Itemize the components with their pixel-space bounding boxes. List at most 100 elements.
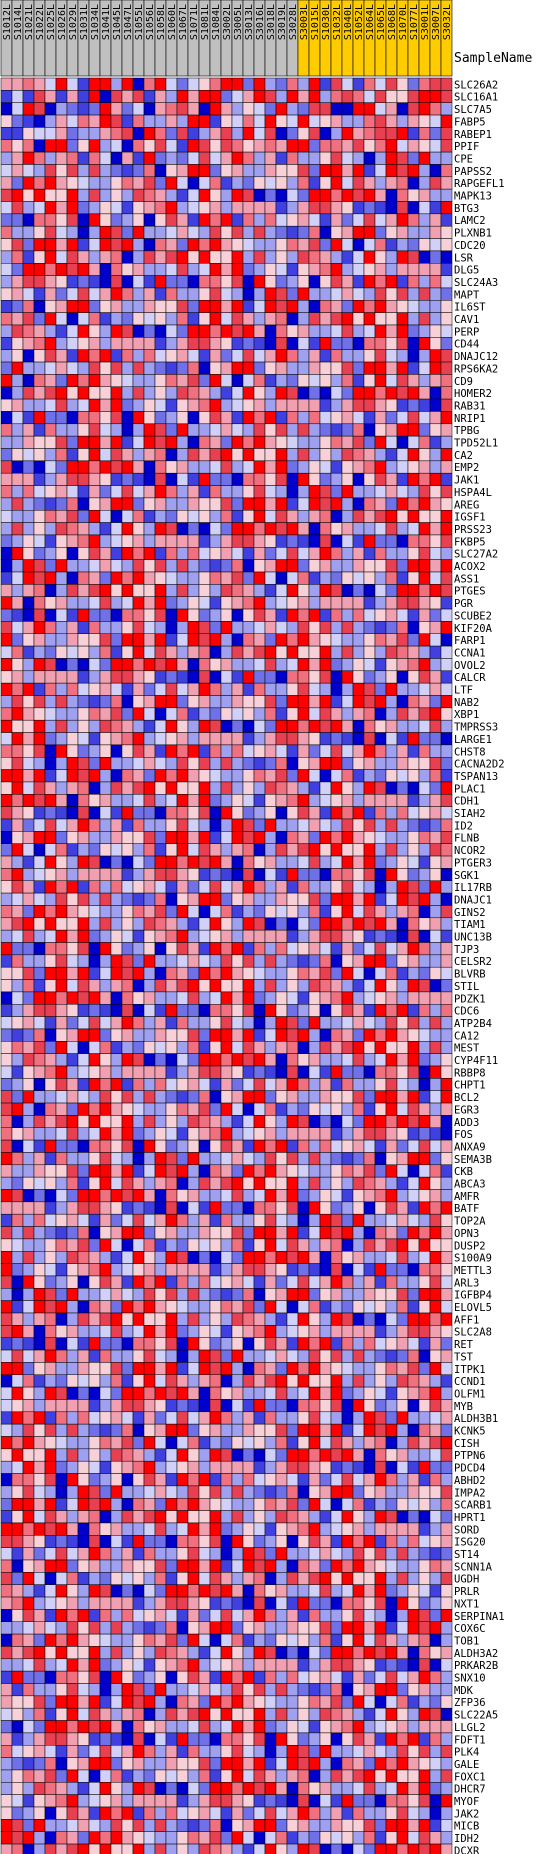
heatmap-cell	[121, 127, 134, 141]
heatmap-cell	[88, 386, 101, 400]
heatmap-cell	[0, 1016, 13, 1030]
heatmap-cell	[242, 337, 255, 350]
heatmap-cell	[33, 1288, 46, 1301]
heatmap-cell	[77, 855, 90, 869]
heatmap-cell	[22, 1312, 35, 1326]
heatmap-cell	[275, 1386, 288, 1400]
heatmap-cell	[440, 1078, 453, 1091]
heatmap-cell	[77, 1423, 90, 1437]
heatmap-cell	[297, 1386, 310, 1400]
heatmap-cell	[44, 658, 57, 672]
heatmap-cell	[198, 831, 211, 844]
heatmap-cell	[220, 979, 233, 993]
heatmap-cell	[55, 892, 68, 906]
heatmap-cell	[209, 1436, 222, 1450]
heatmap-cell	[132, 1127, 145, 1141]
heatmap-cell	[154, 781, 167, 795]
heatmap-cell	[121, 608, 134, 622]
heatmap-cell	[220, 1065, 233, 1079]
heatmap-cell	[110, 843, 123, 857]
heatmap-cell	[286, 1139, 299, 1153]
heatmap-cell	[209, 238, 222, 252]
heatmap-cell	[0, 855, 13, 869]
heatmap-cell	[0, 732, 13, 746]
heatmap-cell	[286, 682, 299, 696]
heatmap-cell	[440, 275, 453, 289]
heatmap-cell	[66, 719, 79, 733]
heatmap-cell	[231, 806, 244, 820]
heatmap-cell	[176, 201, 189, 215]
heatmap-cell	[165, 1337, 178, 1351]
heatmap-cell	[0, 337, 13, 350]
heatmap-cell	[242, 1448, 255, 1462]
heatmap-cell	[385, 1448, 398, 1462]
heatmap-cell	[88, 164, 101, 178]
heatmap-cell	[154, 954, 167, 968]
heatmap-cell	[341, 238, 354, 252]
heatmap-cell	[99, 1213, 112, 1227]
heatmap-cell	[418, 225, 431, 239]
heatmap-cell	[352, 90, 365, 103]
heatmap-cell	[99, 1152, 112, 1166]
heatmap-cell	[308, 942, 321, 956]
heatmap-cell	[66, 1337, 79, 1351]
heatmap-cell	[209, 337, 222, 350]
heatmap-cell	[363, 608, 376, 622]
heatmap-cell	[319, 658, 332, 672]
heatmap-cell	[110, 188, 123, 202]
heatmap-cell	[143, 1164, 156, 1178]
heatmap-cell	[0, 1362, 13, 1376]
heatmap-cell	[429, 1213, 442, 1227]
heatmap-cell	[66, 151, 79, 165]
heatmap-cell	[374, 1547, 387, 1561]
heatmap-cell	[440, 176, 453, 190]
heatmap-cell	[22, 300, 35, 313]
heatmap-cell	[363, 1411, 376, 1425]
heatmap-cell	[275, 448, 288, 462]
heatmap-cell	[88, 1201, 101, 1215]
heatmap-cell	[374, 1004, 387, 1017]
heatmap-cell	[352, 781, 365, 795]
heatmap-cell	[209, 1362, 222, 1376]
heatmap-cell	[99, 1535, 112, 1548]
heatmap-cell	[319, 1053, 332, 1067]
heatmap-cell	[308, 176, 321, 190]
heatmap-cell	[275, 831, 288, 844]
heatmap-cell	[88, 398, 101, 412]
heatmap-cell	[143, 584, 156, 597]
heatmap-cell	[22, 818, 35, 832]
heatmap-cell	[352, 707, 365, 721]
heatmap-cell	[110, 349, 123, 363]
heatmap-cell	[198, 744, 211, 758]
heatmap-cell	[418, 114, 431, 128]
heatmap-cell	[363, 510, 376, 523]
heatmap-cell	[132, 139, 145, 153]
heatmap-cell	[44, 719, 57, 733]
heatmap-cell	[44, 90, 57, 103]
heatmap-cell	[176, 991, 189, 1005]
heatmap-cell	[396, 1423, 409, 1437]
heatmap-cell	[11, 744, 24, 758]
heatmap-cell	[132, 164, 145, 178]
heatmap-cell	[374, 1374, 387, 1388]
heatmap-cell	[99, 1041, 112, 1054]
heatmap-cell	[341, 114, 354, 128]
heatmap-cell	[176, 1411, 189, 1425]
heatmap-cell	[374, 374, 387, 387]
heatmap-cell	[363, 213, 376, 227]
heatmap-cell	[198, 794, 211, 807]
heatmap-cell	[11, 645, 24, 659]
heatmap-cell	[341, 608, 354, 622]
heatmap-cell	[297, 176, 310, 190]
heatmap-cell	[11, 991, 24, 1005]
heatmap-cell	[429, 1288, 442, 1301]
heatmap-cell	[352, 954, 365, 968]
heatmap-cell	[242, 275, 255, 289]
heatmap-cell	[374, 1053, 387, 1067]
heatmap-cell	[308, 522, 321, 536]
heatmap-cell	[286, 547, 299, 560]
heatmap-cell	[352, 263, 365, 276]
heatmap-cell	[275, 1065, 288, 1079]
heatmap-cell	[418, 806, 431, 820]
heatmap-cell	[396, 979, 409, 993]
